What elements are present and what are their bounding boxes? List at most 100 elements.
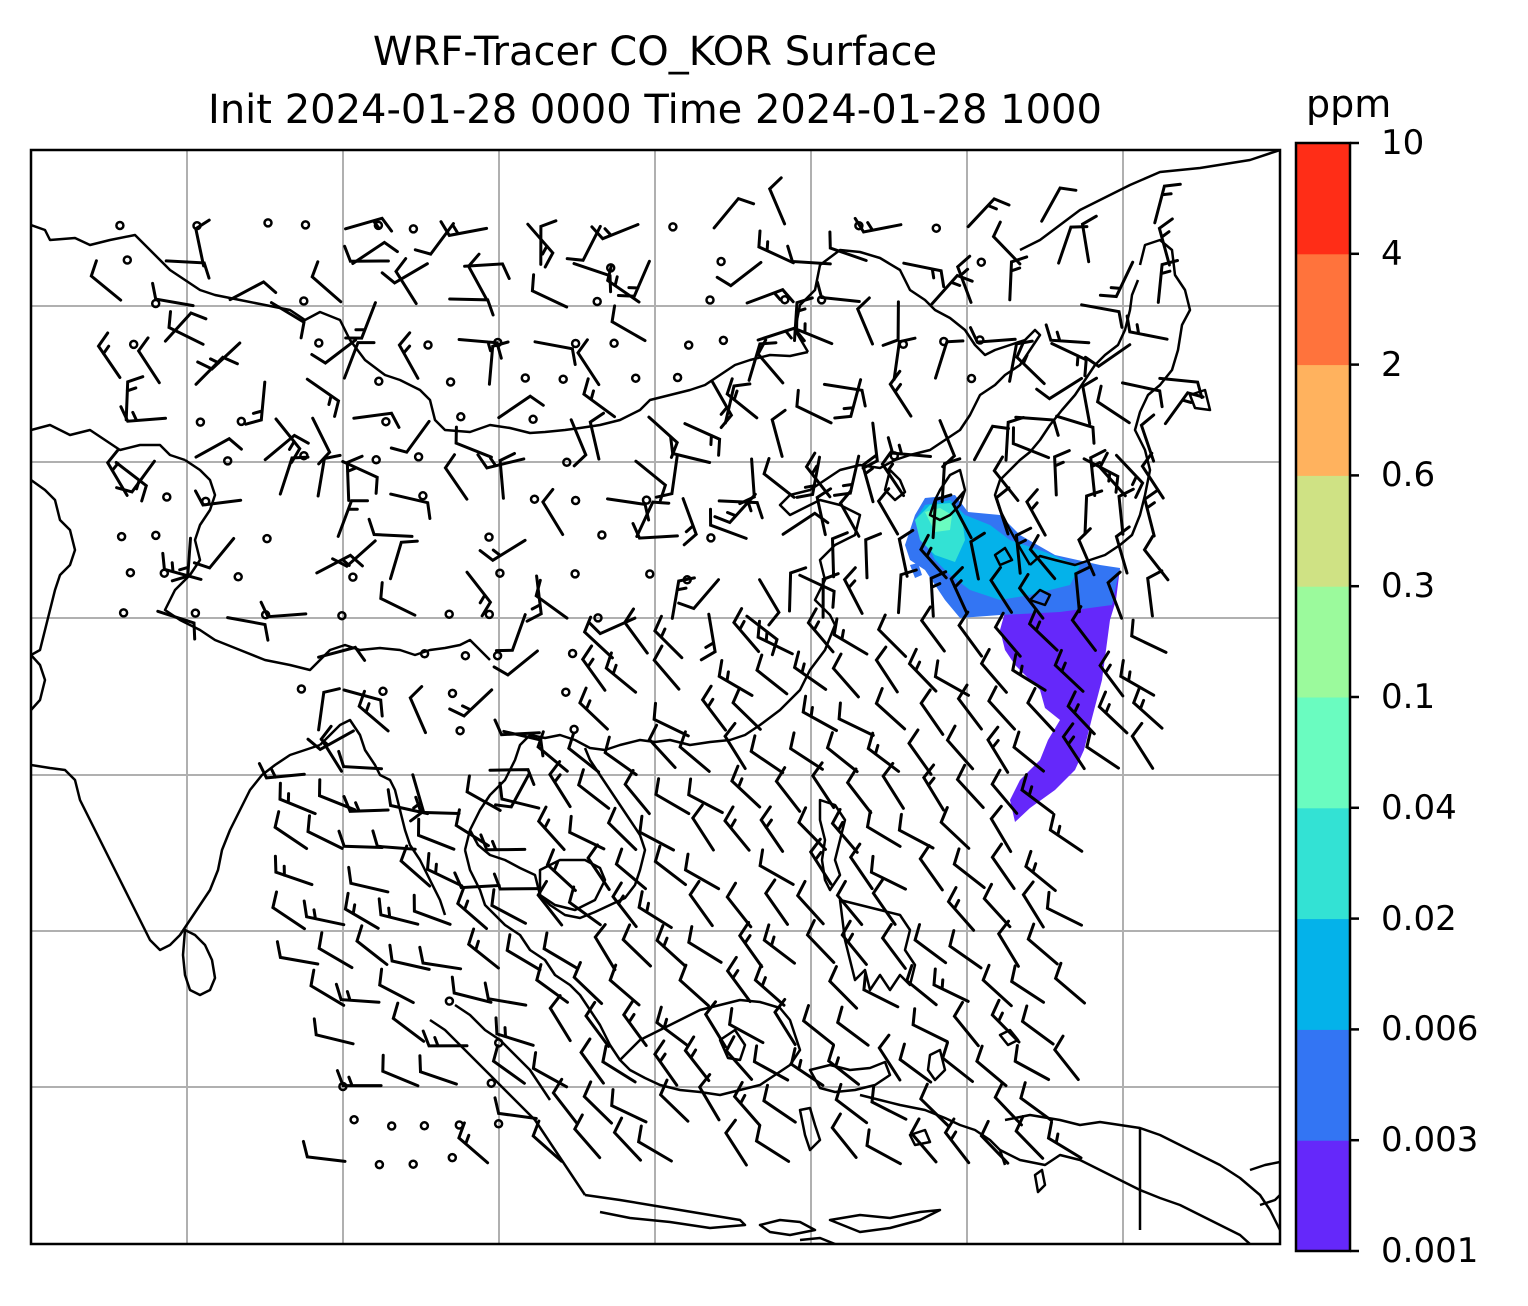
wind-barb	[683, 852, 721, 891]
wind-barb	[634, 459, 668, 502]
coastlines	[31, 150, 1280, 1244]
wind-barb	[530, 273, 569, 309]
wind-barb	[840, 919, 868, 966]
wind-barb	[861, 421, 879, 470]
wind-barb	[991, 220, 1022, 266]
wind-barb	[683, 422, 722, 457]
colorbar-segment	[1296, 253, 1350, 366]
wind-barb	[317, 645, 367, 662]
wind-barb	[805, 919, 836, 964]
wind-barb	[551, 1077, 579, 1125]
wind-barb	[580, 644, 607, 692]
calm-wind-circle	[125, 567, 136, 578]
wind-barb	[1024, 849, 1057, 892]
wind-barb	[1121, 381, 1164, 409]
wind-barb	[810, 761, 836, 809]
wind-barb	[637, 890, 673, 929]
wind-barb	[612, 1116, 642, 1162]
wind-barb	[806, 607, 835, 654]
wind-barb	[973, 424, 1010, 462]
wind-barb	[715, 260, 763, 288]
wind-barb	[151, 281, 195, 308]
wind-barb	[658, 1078, 690, 1123]
wind-barb	[737, 920, 764, 969]
calm-wind-circle	[314, 338, 324, 348]
wind-barb	[919, 688, 945, 736]
calm-wind-circle	[299, 296, 309, 306]
wind-barb	[263, 433, 310, 462]
wind-barb	[352, 411, 401, 429]
calm-wind-circle	[413, 452, 424, 462]
wind-barb	[1044, 323, 1091, 345]
colorbar-tick-label: 0.04	[1381, 787, 1457, 828]
wind-barb	[1040, 186, 1078, 223]
wind-barb	[712, 196, 756, 230]
wind-barb	[762, 923, 796, 965]
wind-barb	[966, 197, 1011, 229]
colorbar-unit-label: ppm	[1306, 82, 1392, 126]
colorbar-segment	[1296, 918, 1350, 1030]
wind-barb	[989, 804, 1013, 853]
wind-barb	[1008, 339, 1034, 383]
wind-barb	[826, 1044, 860, 1086]
wind-barb	[758, 578, 781, 627]
wind-barb	[940, 1041, 974, 1083]
wind-barb	[587, 616, 637, 636]
calm-wind-circle	[683, 340, 694, 350]
wind-barb	[697, 1073, 721, 1122]
wind-barb	[939, 806, 971, 850]
wind-barb	[448, 688, 494, 718]
wind-barb	[344, 216, 394, 233]
wind-barb	[636, 1124, 673, 1163]
wind-barb	[257, 762, 306, 780]
wind-barb	[745, 614, 779, 657]
wind-barb	[952, 1000, 980, 1048]
wind-barb	[992, 455, 1020, 502]
wind-barb	[1095, 384, 1131, 425]
wind-barb	[568, 814, 606, 851]
colorbar-tick-label: 0.6	[1381, 455, 1436, 496]
wind-barb	[1015, 341, 1046, 386]
wind-barb	[745, 287, 795, 305]
colorbar-tick-label: 2	[1381, 344, 1403, 385]
wind-barb	[337, 749, 383, 771]
wind-barb	[898, 1042, 933, 1084]
wind-barb	[801, 1004, 835, 1046]
calm-wind-circle	[128, 339, 139, 350]
wind-barb	[1008, 255, 1029, 302]
wind-barb	[731, 686, 762, 731]
wind-barb	[416, 817, 456, 851]
wind-barb	[357, 689, 390, 733]
wind-barb	[491, 1044, 526, 1085]
wind-barb	[572, 1113, 602, 1160]
wind-barb	[654, 454, 679, 499]
calm-wind-circle	[371, 455, 381, 465]
wind-barb	[815, 280, 861, 303]
wind-barb	[567, 731, 601, 774]
wind-barb	[795, 879, 825, 926]
wind-barb	[897, 812, 935, 850]
wind-barb	[572, 262, 613, 294]
wind-barb	[880, 449, 905, 498]
wind-barb	[948, 929, 983, 970]
colorbar-tick-label: 0.02	[1381, 898, 1457, 939]
wind-barb	[1140, 451, 1165, 500]
wind-barb	[89, 259, 123, 302]
wind-barb	[801, 694, 838, 732]
wind-barb	[493, 718, 541, 737]
colorbar-tick-label: 0.003	[1381, 1120, 1479, 1161]
wind-barb	[969, 531, 986, 581]
wind-barb	[669, 436, 712, 464]
wind-barb	[1066, 690, 1096, 736]
calm-wind-circle	[558, 374, 568, 384]
wind-barb	[316, 453, 342, 498]
wind-barb	[614, 847, 647, 891]
wind-barb	[940, 457, 962, 503]
wind-barb	[725, 955, 752, 1003]
wind-barb	[700, 684, 727, 732]
wind-barb	[588, 411, 605, 461]
wind-barb	[918, 844, 944, 892]
wind-barb	[161, 551, 203, 581]
wind-barb	[654, 777, 691, 816]
colorbar-segment	[1296, 475, 1350, 587]
